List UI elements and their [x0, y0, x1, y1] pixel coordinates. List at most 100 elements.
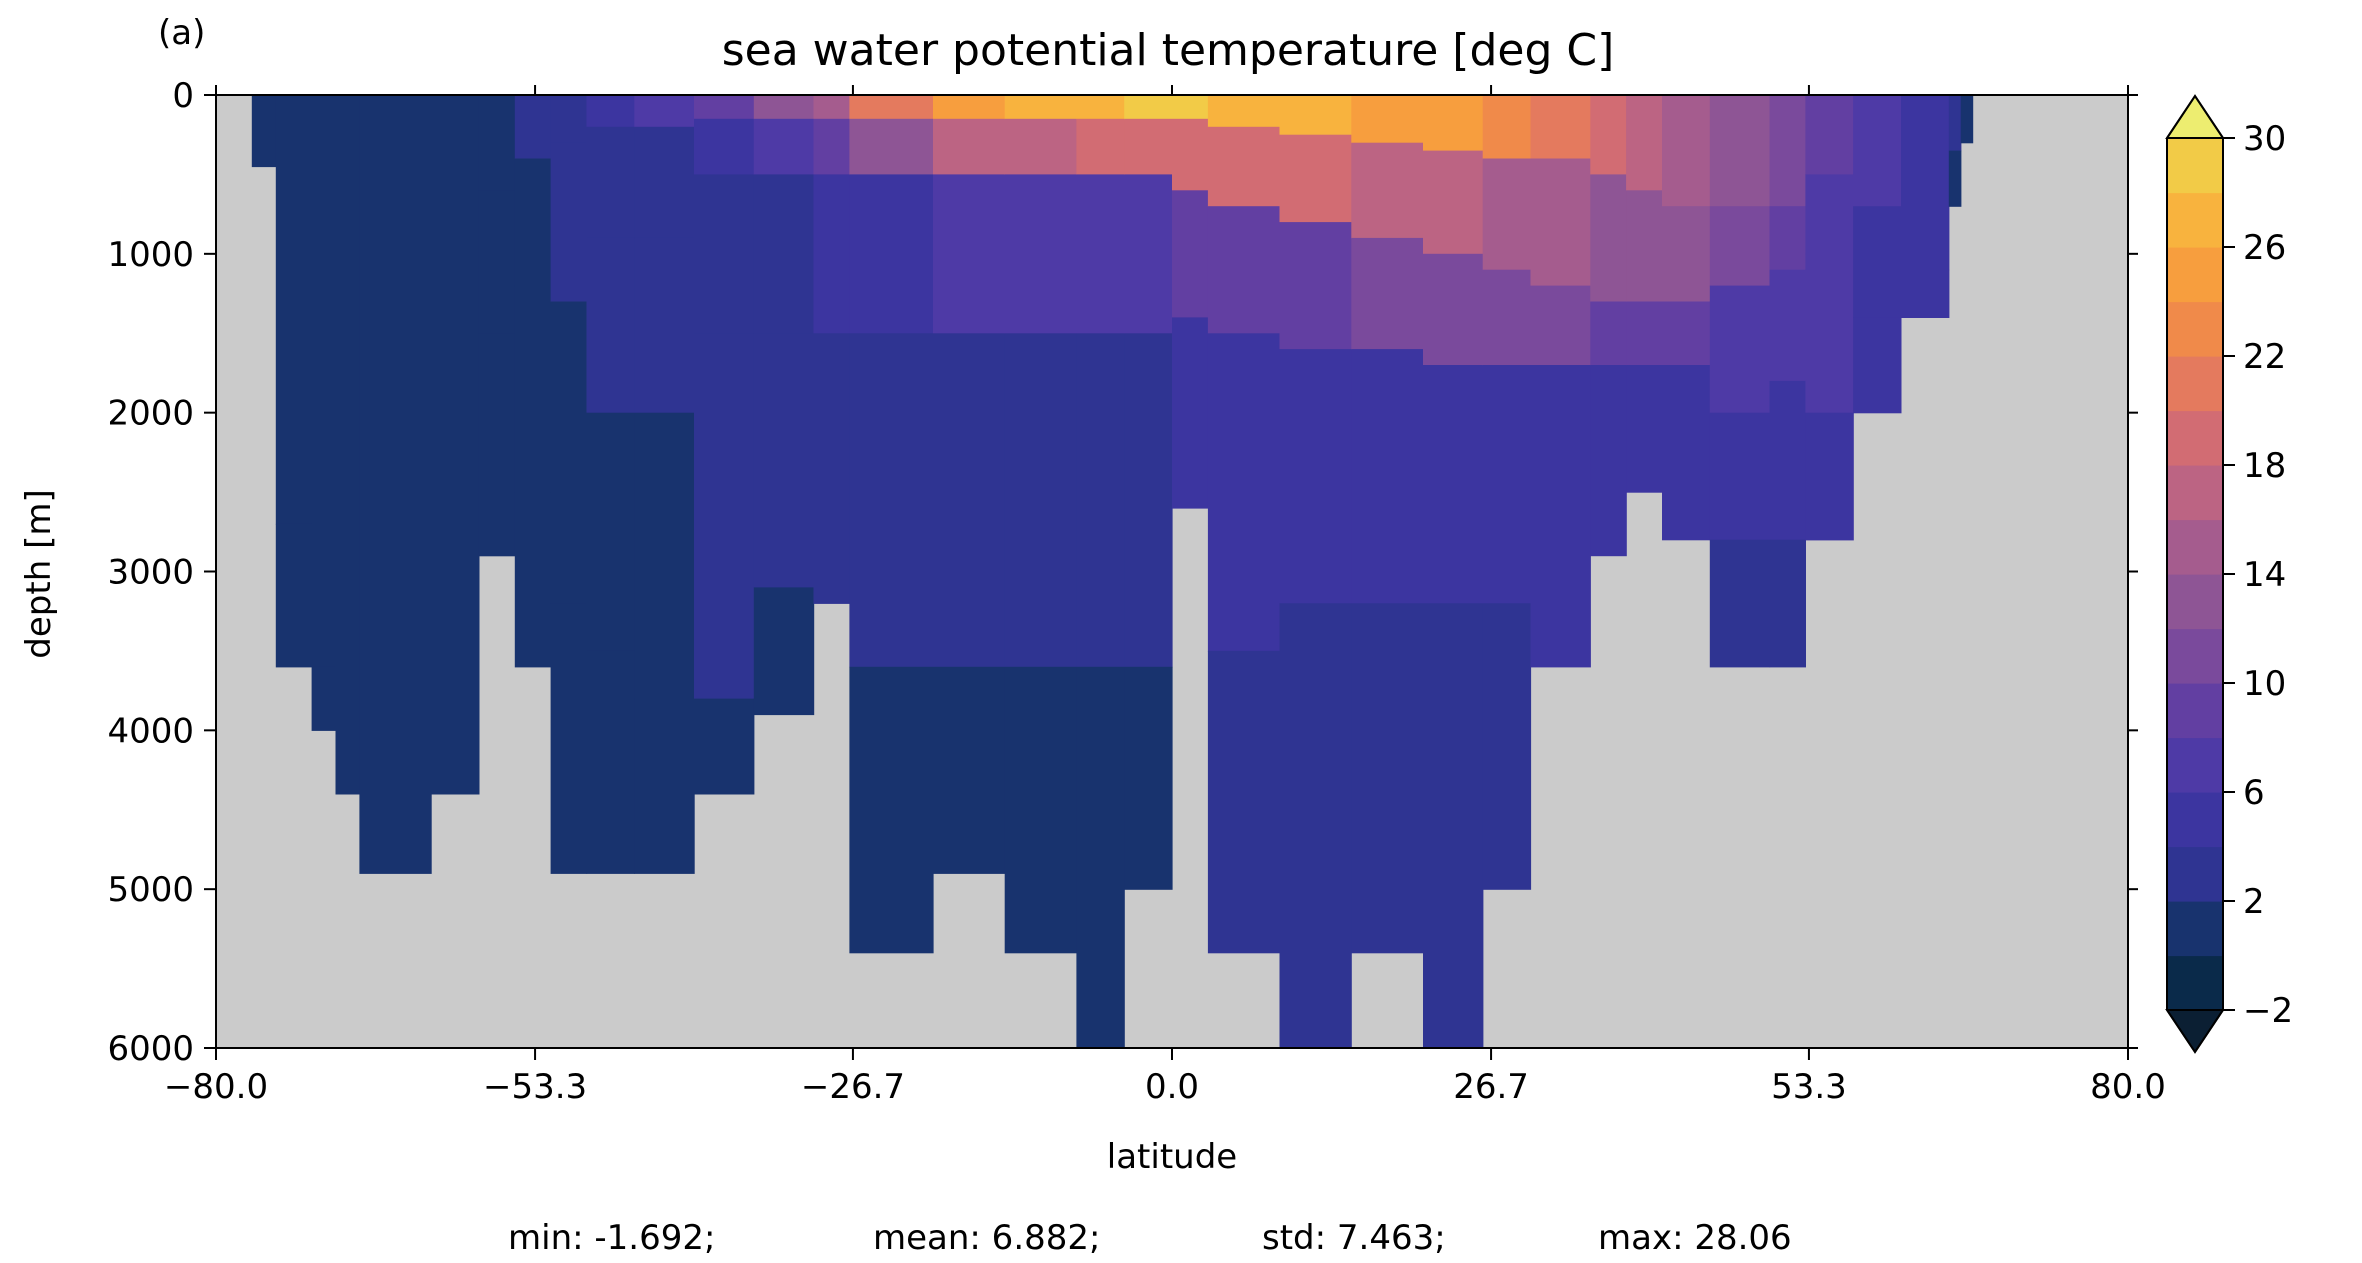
ocean-cell	[275, 95, 313, 525]
ocean-cell	[1853, 206, 1902, 318]
ocean-cell	[634, 126, 695, 239]
y-tick-label: 2000	[107, 394, 194, 434]
ocean-cell	[1948, 95, 1962, 152]
ocean-cell	[1805, 412, 1854, 541]
ocean-cell	[1530, 365, 1591, 668]
ocean-cell	[1172, 190, 1209, 318]
ocean-cell	[933, 333, 1006, 668]
x-tick-label: 80.0	[2090, 1067, 2166, 1107]
y-tick-label: 1000	[107, 235, 194, 275]
colorbar-segment	[2167, 574, 2223, 630]
ocean-cell	[1662, 95, 1711, 207]
ocean-cell	[586, 126, 635, 239]
ocean-cell	[1124, 666, 1173, 890]
ocean-cell	[1709, 539, 1771, 668]
ocean-cell	[1004, 118, 1077, 175]
ocean-cell	[849, 174, 934, 334]
ocean-cell	[1351, 142, 1424, 239]
colorbar-segment	[2167, 955, 2223, 1011]
stat-max: max: 28.06	[1598, 1218, 1792, 1258]
ocean-cell	[1482, 269, 1532, 366]
ocean-cell	[1960, 95, 1974, 144]
colorbar-tick-label: 2	[2243, 882, 2265, 922]
ocean-cell	[694, 118, 755, 175]
ocean-cell	[849, 333, 934, 668]
ocean-cell	[1004, 666, 1077, 954]
x-tick-label: 53.3	[1771, 1067, 1847, 1107]
ocean-cell	[1769, 539, 1806, 668]
ocean-cell	[753, 174, 815, 334]
ocean-cell	[1853, 317, 1902, 414]
colorbar-segment	[2167, 737, 2223, 793]
ocean-cell	[514, 95, 552, 160]
ocean-cell	[1769, 206, 1806, 271]
colorbar-extend-max	[2165, 94, 2225, 139]
ocean-cell	[586, 412, 635, 652]
ocean-cell	[1805, 253, 1854, 414]
ocean-cell	[1076, 666, 1125, 1049]
x-tick-label: −80.0	[164, 1067, 268, 1107]
y-axis: 0 1000 2000 3000 4000 5000 6000	[107, 76, 2138, 1069]
ocean-cell	[1590, 301, 1627, 366]
ocean-cell	[1004, 174, 1077, 334]
ocean-cell	[634, 237, 695, 414]
ocean-cell	[1279, 95, 1352, 136]
ocean-cell	[753, 333, 815, 588]
ocean-cell	[1626, 365, 1663, 493]
colorbar-tick-label: 6	[2243, 773, 2265, 813]
ocean-cell	[1530, 158, 1591, 287]
ocean-cell	[1004, 95, 1077, 120]
ocean-cell	[1626, 190, 1663, 303]
ocean-cell	[694, 95, 755, 120]
ocean-cell	[478, 95, 516, 191]
ocean-cell	[478, 190, 516, 334]
x-axis: −80.0 −53.3 −26.7 0.0 26.7 53.3 80.0	[164, 85, 2166, 1107]
ocean-cell	[514, 492, 552, 668]
ocean-cell	[478, 333, 516, 557]
y-axis-label: depth [m]	[19, 489, 59, 658]
y-tick-label: 0	[172, 76, 194, 116]
colorbar-segment	[2167, 465, 2223, 521]
ocean-cell	[1172, 317, 1209, 509]
ocean-cell	[694, 698, 755, 795]
ocean-cell	[1351, 349, 1424, 604]
ocean-cell	[813, 174, 850, 334]
ocean-cell	[1709, 95, 1771, 207]
ocean-cell	[1124, 118, 1173, 175]
stats-line: min: -1.692; mean: 6.882; std: 7.463; ma…	[508, 1218, 1792, 1258]
y-tick-label: 6000	[107, 1029, 194, 1069]
ocean-cell	[1423, 365, 1484, 604]
ocean-cell	[1076, 95, 1125, 120]
ocean-cell	[634, 95, 695, 128]
ocean-cell	[1172, 118, 1209, 191]
ocean-cell	[1351, 603, 1424, 954]
colorbar-segment	[2167, 792, 2223, 848]
plot-area	[215, 94, 2129, 1049]
ocean-cell	[1423, 603, 1484, 1049]
x-tick-label: −53.3	[483, 1067, 587, 1107]
ocean-cell	[813, 333, 850, 604]
ocean-cell	[1482, 95, 1532, 160]
colorbar-extend-min	[2165, 1009, 2225, 1054]
ocean-cell	[275, 523, 313, 668]
ocean-cell	[251, 95, 277, 168]
colorbar-segment	[2167, 683, 2223, 739]
ocean-cell	[550, 301, 588, 604]
ocean-cell	[694, 174, 755, 334]
ocean-cell	[1124, 174, 1173, 334]
colorbar-tick-label: −2	[2243, 991, 2293, 1031]
ocean-cell	[1769, 95, 1806, 207]
ocean-cell	[1626, 95, 1663, 191]
ocean-cell	[586, 650, 635, 874]
ocean-cell	[1709, 285, 1771, 414]
colorbar-segment	[2167, 410, 2223, 466]
ocean-cell	[1482, 158, 1532, 271]
ocean-cell	[849, 666, 934, 954]
ocean-cell	[1769, 269, 1806, 382]
ocean-cell	[1530, 95, 1591, 160]
colorbar-segment	[2167, 628, 2223, 684]
ocean-cell	[933, 118, 1006, 175]
ocean-cell	[1805, 174, 1854, 255]
ocean-cell	[1709, 412, 1771, 541]
